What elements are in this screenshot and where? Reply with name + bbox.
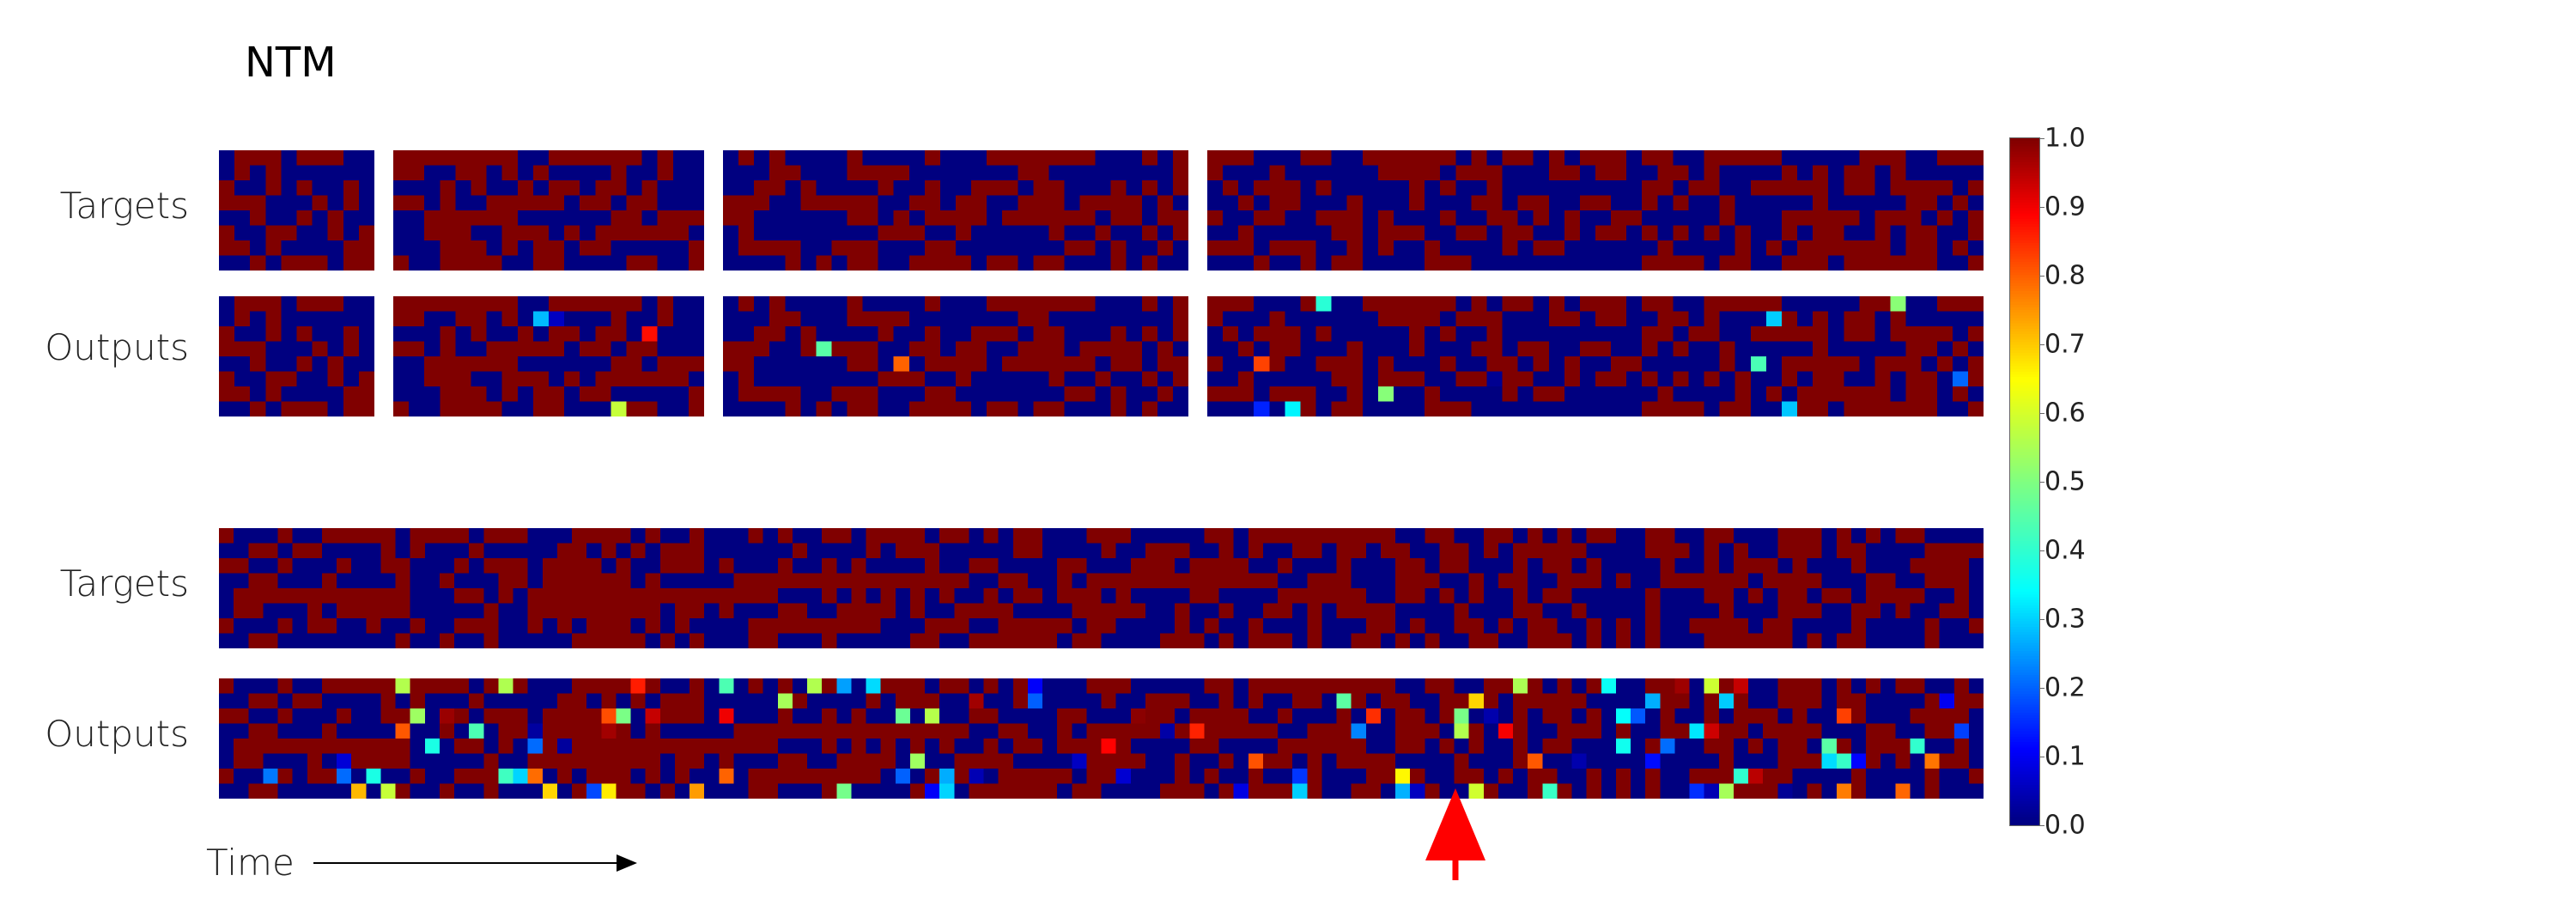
- time-arrow-icon: [0, 0, 2576, 918]
- ntm-figure: NTM Targets Outputs Targets Outputs 0.00…: [0, 0, 2576, 918]
